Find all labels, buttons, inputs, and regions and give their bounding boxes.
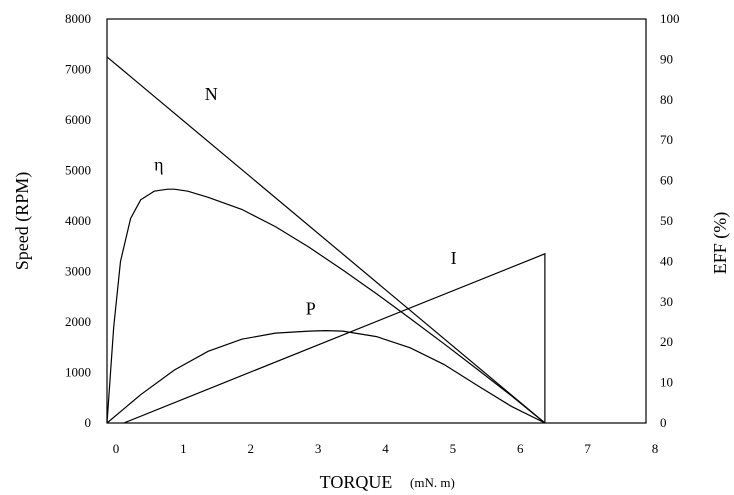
y-right-tick-label: 0 — [660, 415, 667, 430]
curve-label-i: I — [451, 248, 457, 268]
y-right-tick-label: 80 — [660, 92, 673, 107]
y-left-tick-label: 2000 — [65, 314, 91, 329]
y-right-tick-label: 20 — [660, 334, 673, 349]
curve-labels: Nη P I — [154, 84, 456, 319]
series-line-n — [106, 56, 546, 424]
x-tick-label: 6 — [517, 441, 524, 456]
x-tick-label: 7 — [584, 441, 591, 456]
y-left-tick-label: 6000 — [65, 112, 91, 127]
curve-label-eta: η — [154, 155, 163, 175]
y-right-tick-label: 10 — [660, 375, 673, 390]
x-tick-label: 3 — [315, 441, 322, 456]
y-right-tick-label: 70 — [660, 132, 673, 147]
y-left-tick-label: 5000 — [65, 163, 91, 178]
y-right-tick-label: 60 — [660, 173, 673, 188]
y-right-tick-label: 30 — [660, 294, 673, 309]
right-axis-ticks: 0 10 20 30 40 50 60 70 80 90 100 — [660, 11, 680, 430]
y-left-tick-label: 4000 — [65, 213, 91, 228]
y-left-tick-label: 3000 — [65, 264, 91, 279]
curve-label-n: N — [205, 84, 218, 104]
y-left-tick-label: 7000 — [65, 62, 91, 77]
series-line-eta — [106, 188, 546, 424]
y-axis-right-title: EFF (%) — [710, 212, 731, 275]
y-left-tick-label: 8000 — [65, 11, 91, 26]
x-tick-label: 2 — [248, 441, 255, 456]
y-right-tick-label: 40 — [660, 253, 673, 268]
curve-label-p: P — [306, 298, 316, 318]
series-lines — [106, 56, 546, 424]
y-right-tick-label: 50 — [660, 213, 673, 228]
x-tick-label: 0 — [113, 441, 120, 456]
x-tick-label: 1 — [180, 441, 187, 456]
y-left-tick-label: 1000 — [65, 365, 91, 380]
x-axis-unit: (mN. m) — [410, 475, 455, 490]
left-axis-ticks: 0 1000 2000 3000 4000 5000 6000 7000 8000 — [65, 11, 91, 430]
y-axis-left-title: Speed (RPM) — [12, 172, 33, 271]
x-tick-label: 4 — [382, 441, 389, 456]
series-line-p — [106, 329, 546, 424]
x-tick-label: 5 — [450, 441, 457, 456]
y-right-tick-label: 90 — [660, 51, 673, 66]
plot-frame — [106, 18, 647, 424]
y-left-tick-label: 0 — [85, 415, 92, 430]
series-line-i — [123, 252, 546, 424]
x-axis-title: TORQUE — [320, 472, 393, 492]
y-right-tick-label: 100 — [660, 11, 680, 26]
x-tick-label: 8 — [652, 441, 659, 456]
x-axis-ticks: 0 1 2 3 4 5 6 7 8 — [113, 441, 659, 456]
